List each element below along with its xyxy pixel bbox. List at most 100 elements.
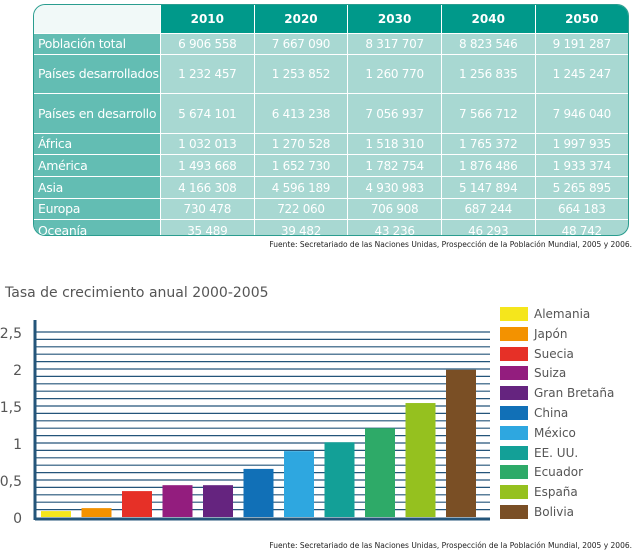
legend-label: Gran Bretaña: [534, 386, 615, 401]
y-tick-label: 0,5: [0, 474, 22, 490]
y-tick-label: 2,5: [0, 326, 22, 342]
legend-swatch: [500, 505, 528, 519]
cell-value: 1 933 374: [534, 154, 628, 177]
chart-title: Tasa de crecimiento anual 2000-2005: [5, 285, 269, 301]
legend-label: Suiza: [534, 366, 567, 381]
y-tick-label: 2: [13, 363, 22, 379]
cell-value: 1 652 730: [253, 154, 348, 177]
row-label: Europa: [34, 198, 161, 220]
legend-item: Gran Bretaña: [500, 386, 615, 401]
row-label: Países en desarrollo: [34, 93, 161, 134]
row-label: Población total: [34, 33, 161, 55]
cell-value: 722 060: [253, 198, 348, 220]
cell-value: 1 245 247: [534, 54, 628, 94]
cell-value: 1 260 770: [347, 54, 442, 94]
cell-value: 1 765 372: [440, 133, 536, 155]
cell-value: 7 566 712: [440, 93, 536, 134]
bar-china: [243, 468, 274, 517]
year-header: 2030: [347, 5, 442, 34]
legend-swatch: [500, 406, 528, 420]
row-label: América: [34, 154, 161, 177]
legend-item: Bolivia: [500, 505, 574, 519]
legend-label: China: [534, 406, 569, 420]
row-label: África: [34, 133, 161, 155]
cell-value: 664 183: [534, 198, 628, 220]
y-tick-label: 1: [13, 437, 22, 453]
bar-ee-uu-: [324, 442, 355, 517]
legend-swatch: [500, 326, 528, 341]
legend-item: Suecia: [500, 346, 574, 361]
cell-value: 6 413 238: [253, 93, 348, 134]
cell-value: 7 667 090: [253, 33, 348, 55]
cell-value: 1 782 754: [347, 154, 442, 177]
cell-value: 6 906 558: [160, 33, 255, 55]
cell-value: 8 317 707: [347, 33, 442, 55]
cell-value: 4 166 308: [160, 176, 255, 199]
legend-label: España: [534, 485, 578, 500]
legend-item: México: [500, 425, 576, 440]
bar-m-xico: [284, 451, 314, 517]
bar-bolivia: [446, 369, 476, 517]
bar-chart: 0 0,5 1 1,5 2 2,5: [0, 320, 490, 527]
chart-source: Fuente: Secretariado de las Naciones Uni…: [269, 541, 632, 550]
table-row: Países desarrollados 1 232 457 1 253 852 1 …: [34, 54, 628, 94]
bar-espa-a: [405, 403, 436, 517]
cell-value: 1 253 852: [253, 54, 348, 94]
legend-swatch: [500, 485, 528, 500]
bar-ecuador: [365, 428, 395, 517]
cell-value: 7 056 937: [347, 93, 442, 134]
y-tick-label: 1,5: [0, 400, 22, 416]
cell-value: 4 596 189: [253, 176, 348, 199]
year-header: 2050: [534, 5, 628, 34]
row-label: Países desarrollados: [34, 54, 161, 94]
cell-value: 1 232 457: [160, 54, 255, 94]
legend-label: Japón: [534, 326, 568, 341]
legend-item: Suiza: [500, 366, 567, 381]
cell-value: 35 489: [160, 219, 255, 235]
bar-gran-breta-a: [203, 485, 233, 517]
cell-value: 1 997 935: [534, 133, 628, 155]
population-table: 2010 2020 2030 2040 2050 Población total 6 90…: [33, 4, 629, 236]
legend-swatch: [500, 307, 528, 321]
table-header-row: 2010 2020 2030 2040 2050: [34, 5, 628, 34]
row-label: Asia: [34, 176, 161, 199]
cell-value: 1 032 013: [160, 133, 255, 155]
cell-value: 1 493 668: [160, 154, 255, 177]
row-label: Oceanía: [34, 219, 161, 235]
y-tick-label: 0: [13, 511, 22, 527]
legend-label: Suecia: [534, 346, 574, 361]
table-source: Fuente: Secretariado de las Naciones Uni…: [269, 240, 632, 249]
bar-suiza: [162, 485, 193, 517]
bar-alemania: [41, 511, 71, 517]
legend-swatch: [500, 386, 528, 401]
table-row: América 1 493 668 1 652 730 1 782 754 1 876 …: [34, 154, 628, 177]
legend-swatch: [500, 366, 528, 381]
legend-label: Alemania: [534, 307, 591, 321]
legend-swatch: [500, 346, 528, 361]
cell-value: 43 236: [347, 219, 442, 235]
cell-value: 4 930 983: [347, 176, 442, 199]
legend-item: Alemania: [500, 307, 590, 321]
legend-label: Ecuador: [534, 465, 584, 480]
cell-value: 5 674 101: [160, 93, 255, 134]
table-row: Población total 6 906 558 7 667 090 8 317 7…: [34, 33, 628, 55]
legend-label: EE. UU.: [534, 445, 579, 460]
year-header: 2020: [253, 5, 348, 34]
bar-jap-n: [81, 508, 112, 517]
cell-value: 48 742: [534, 219, 628, 235]
legend-item: Japón: [500, 326, 568, 341]
cell-value: 7 946 040: [534, 93, 628, 134]
cell-value: 9 191 287: [534, 33, 628, 55]
legend-item: EE. UU.: [500, 445, 579, 460]
table-row: Oceanía 35 489 39 482 43 236 46 293 48 742: [34, 219, 628, 235]
header-blank: [34, 5, 161, 34]
legend-swatch: [500, 445, 528, 460]
year-header: 2040: [440, 5, 536, 34]
year-header: 2010: [160, 5, 255, 34]
legend-label: México: [534, 425, 576, 440]
legend-swatch: [500, 465, 528, 480]
legend-item: China: [500, 406, 568, 420]
legend-item: España: [500, 485, 578, 500]
table-row: Asia 4 166 308 4 596 189 4 930 983 5 147 894…: [34, 176, 628, 199]
cell-value: 706 908: [347, 198, 442, 220]
